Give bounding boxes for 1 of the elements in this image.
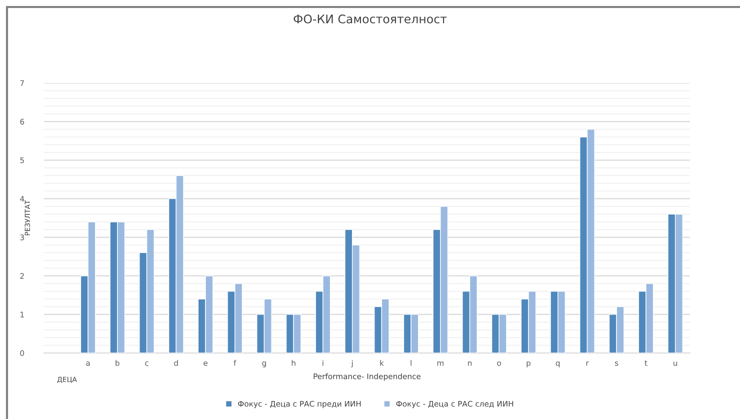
chart-title: ФО-КИ Самостоятелност xyxy=(294,14,447,24)
